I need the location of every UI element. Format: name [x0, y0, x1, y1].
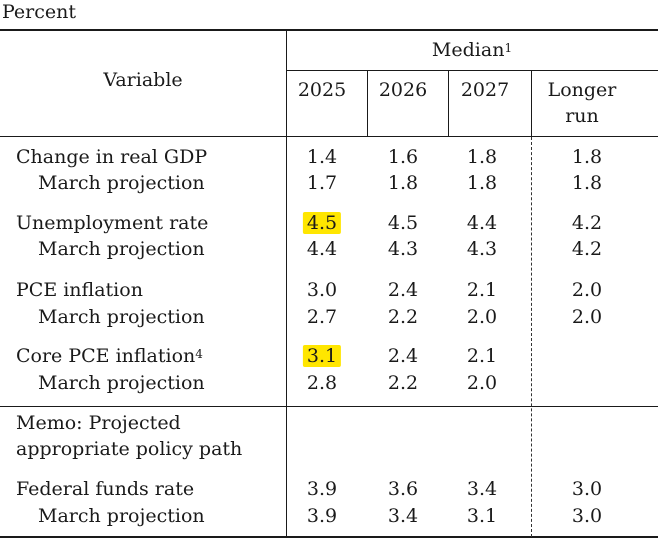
cell-ffr-march-longer-run: 3.0 — [571, 505, 603, 527]
cell-ffr-2026: 3.6 — [387, 478, 419, 500]
cell-unemployment-march-2027: 4.3 — [466, 238, 498, 260]
cell-gdp-2025: 1.4 — [306, 146, 338, 168]
table-bottom-rule — [0, 536, 658, 538]
cell-unemployment-march-2025: 4.4 — [306, 238, 338, 260]
median-header: Median1 — [432, 39, 512, 61]
cell-pce-2025: 3.0 — [306, 279, 338, 301]
cell-unemployment-march-2026: 4.3 — [387, 238, 419, 260]
column-header-2026: 2026 — [378, 79, 428, 101]
cell-pce-march-2025: 2.7 — [306, 306, 338, 328]
cell-gdp-2026: 1.6 — [387, 146, 419, 168]
cell-unemployment-2026: 4.5 — [387, 212, 419, 234]
cell-pce-march-2027: 2.0 — [466, 306, 498, 328]
cell-pce-2027: 2.1 — [466, 279, 498, 301]
core-pce-label: Core PCE inflation — [16, 345, 196, 367]
cell-core-pce-2025: 3.1 — [302, 345, 342, 367]
year-column-rule-1 — [367, 70, 368, 137]
highlight-mark: 4.5 — [302, 212, 342, 234]
header-bottom-rule — [0, 136, 658, 137]
cell-ffr-2025: 3.9 — [306, 478, 338, 500]
cell-core-pce-march-2027: 2.0 — [466, 372, 498, 394]
cell-gdp-2027: 1.8 — [466, 146, 498, 168]
column-header-longer-run-1: Longer — [547, 79, 617, 101]
median-header-rule — [286, 70, 658, 71]
cell-pce-longer-run: 2.0 — [571, 279, 603, 301]
median-label: Median — [431, 39, 505, 61]
cell-gdp-longer-run: 1.8 — [571, 146, 603, 168]
cell-gdp-march-2026: 1.8 — [387, 172, 419, 194]
sub-label-gdp-march: March projection — [38, 172, 205, 194]
cell-gdp-march-longer-run: 1.8 — [571, 172, 603, 194]
cell-unemployment-2027: 4.4 — [466, 212, 498, 234]
row-label-core-pce-inflation: Core PCE inflation4 — [16, 345, 203, 367]
cell-unemployment-march-longer-run: 4.2 — [571, 238, 603, 260]
sub-label-ffr-march: March projection — [38, 505, 205, 527]
year-column-rule-2 — [448, 70, 449, 137]
row-label-federal-funds-rate: Federal funds rate — [16, 478, 195, 500]
cell-ffr-2027: 3.4 — [466, 478, 498, 500]
cell-ffr-march-2026: 3.4 — [387, 505, 419, 527]
memo-top-rule — [0, 406, 658, 407]
cell-ffr-march-2027: 3.1 — [466, 505, 498, 527]
cell-ffr-longer-run: 3.0 — [571, 478, 603, 500]
core-pce-footnote: 4 — [195, 347, 203, 361]
cell-pce-march-longer-run: 2.0 — [571, 306, 603, 328]
cell-core-pce-2026: 2.4 — [387, 345, 419, 367]
sub-label-pce-march: March projection — [38, 306, 205, 328]
cell-unemployment-2025: 4.5 — [302, 212, 342, 234]
cell-core-pce-march-2026: 2.2 — [387, 372, 419, 394]
median-footnote: 1 — [504, 41, 513, 55]
cell-pce-march-2026: 2.2 — [387, 306, 419, 328]
variable-column-rule — [286, 30, 287, 537]
column-header-2027: 2027 — [460, 79, 510, 101]
sub-label-unemployment-march: March projection — [38, 238, 205, 260]
memo-line-1: Memo: Projected — [16, 412, 181, 434]
cell-gdp-march-2025: 1.7 — [306, 172, 338, 194]
unit-label: Percent — [2, 1, 77, 23]
year-column-rule-3 — [531, 70, 532, 137]
cell-core-pce-march-2025: 2.8 — [306, 372, 338, 394]
cell-gdp-march-2027: 1.8 — [466, 172, 498, 194]
cell-pce-2026: 2.4 — [387, 279, 419, 301]
memo-line-2: appropriate policy path — [16, 438, 243, 460]
cell-ffr-march-2025: 3.9 — [306, 505, 338, 527]
row-label-unemployment: Unemployment rate — [16, 212, 209, 234]
row-label-real-gdp: Change in real GDP — [16, 146, 208, 168]
row-label-pce-inflation: PCE inflation — [16, 279, 143, 301]
column-header-2025: 2025 — [297, 79, 347, 101]
cell-core-pce-2027: 2.1 — [466, 345, 498, 367]
column-header-longer-run-2: run — [565, 105, 599, 127]
table-top-rule — [0, 29, 658, 31]
variable-header: Variable — [103, 69, 183, 91]
highlight-mark: 3.1 — [302, 345, 342, 367]
cell-unemployment-longer-run: 4.2 — [571, 212, 603, 234]
sub-label-core-pce-march: March projection — [38, 372, 205, 394]
longer-run-dashed-rule — [531, 137, 532, 537]
